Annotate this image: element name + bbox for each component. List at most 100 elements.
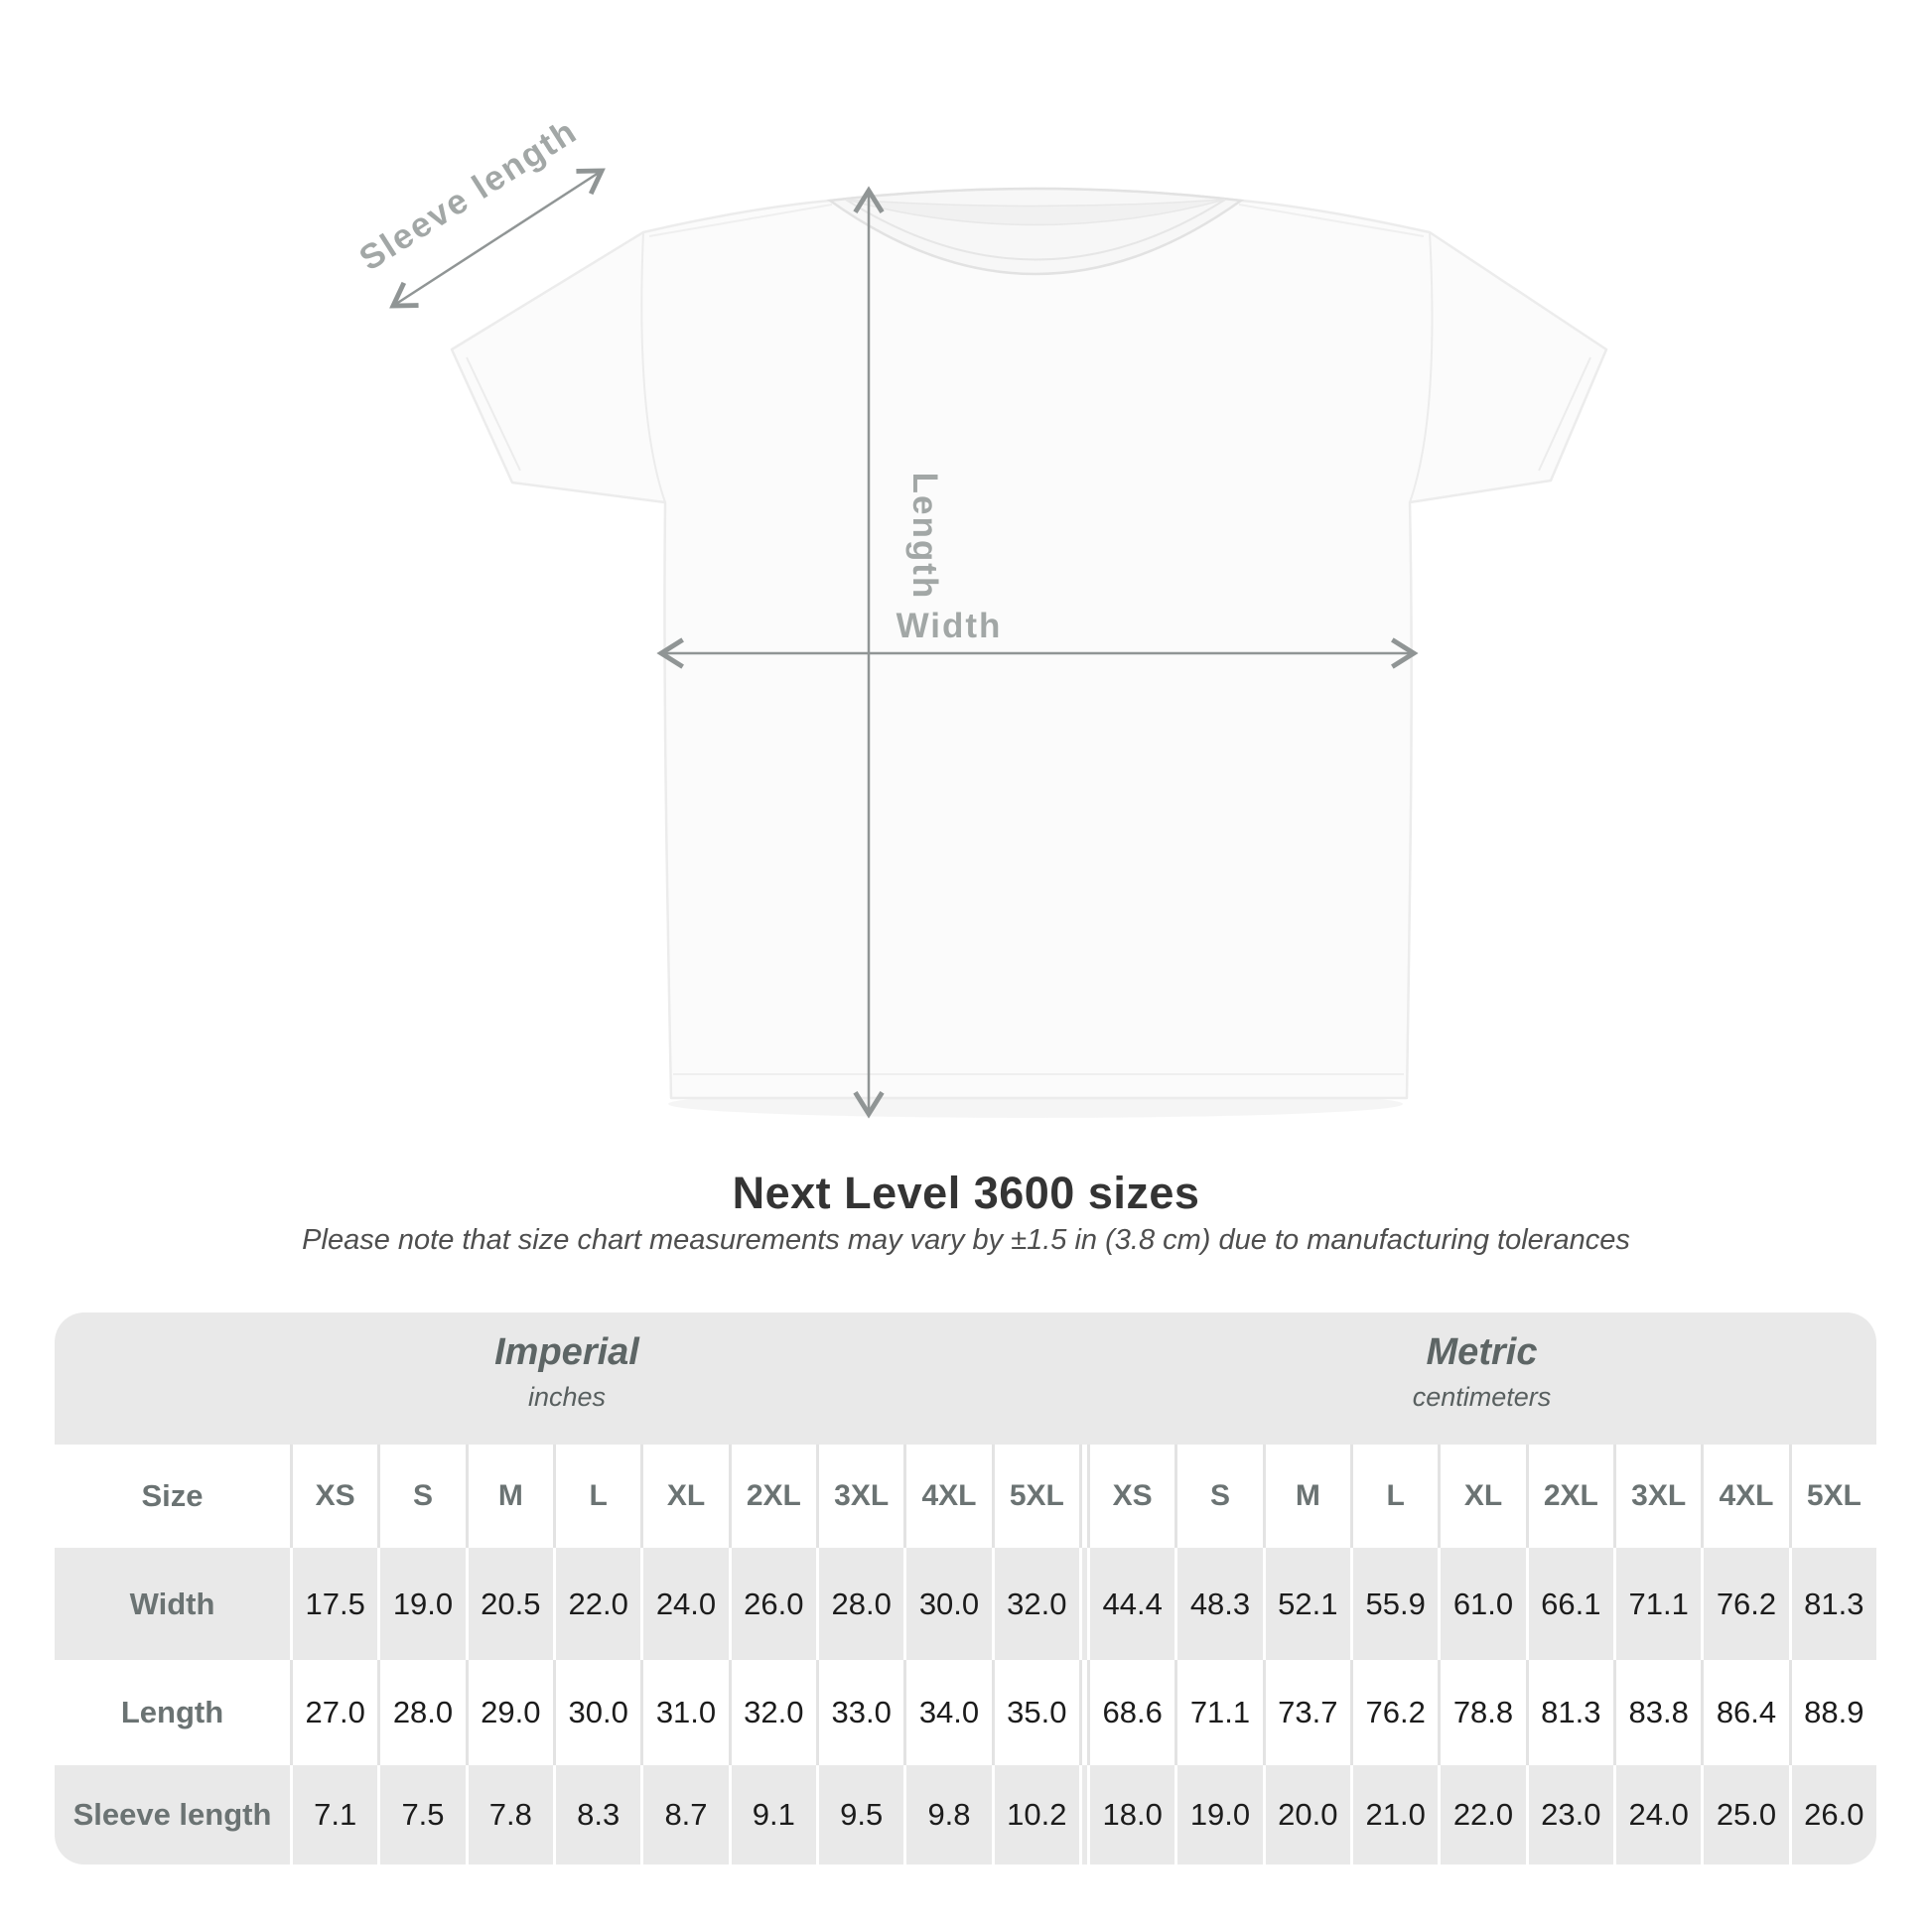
collar-back	[845, 199, 1226, 226]
sleeve-metric-xl: 22.0	[1438, 1765, 1525, 1864]
width-metric-3xl: 71.1	[1613, 1548, 1701, 1660]
length-imperial-m: 29.0	[465, 1660, 553, 1765]
metric-section-header: Metric centimeters	[1087, 1312, 1876, 1445]
width-imperial-l: 22.0	[553, 1548, 640, 1660]
sleeve-imperial-m: 7.8	[465, 1765, 553, 1864]
length-metric-s: 71.1	[1174, 1660, 1262, 1765]
sleeve-metric-s: 19.0	[1174, 1765, 1262, 1864]
length-row-label: Length	[120, 1695, 224, 1729]
width-imperial-xl: 24.0	[640, 1548, 728, 1660]
size-col-header-metric-m: M	[1262, 1445, 1350, 1548]
tshirt-diagram: Width Length Sleeve length	[352, 111, 1608, 1119]
sleeve-imperial-xl: 8.7	[640, 1765, 728, 1864]
unit-section-header: Imperial inches Metric centimeters	[55, 1312, 1876, 1445]
left-armhole-seam	[640, 231, 666, 503]
section-divider	[1079, 1765, 1087, 1864]
size-col-header-metric-xl: XL	[1438, 1445, 1525, 1548]
sleeve-imperial-xs: 7.1	[290, 1765, 377, 1864]
size-col-header-imperial-s: S	[377, 1445, 465, 1548]
size-col-header-imperial-4xl: 4XL	[903, 1445, 991, 1548]
width-metric-5xl: 81.3	[1788, 1548, 1876, 1660]
tolerance-note: Please note that size chart measurements…	[302, 1224, 1630, 1256]
sleeve-imperial-4xl: 9.8	[903, 1765, 991, 1864]
left-shoulder-seam	[648, 204, 833, 237]
sleeve-metric-2xl: 23.0	[1525, 1765, 1613, 1864]
length-imperial-2xl: 32.0	[728, 1660, 816, 1765]
width-imperial-2xl: 26.0	[728, 1548, 816, 1660]
imperial-section-title: Imperial	[494, 1330, 639, 1373]
sleeve-imperial-s: 7.5	[377, 1765, 465, 1864]
width-imperial-s: 19.0	[377, 1548, 465, 1660]
size-col-header-metric-3xl: 3XL	[1613, 1445, 1701, 1548]
length-row: Length 27.0 28.0 29.0 30.0 31.0 32.0 33.…	[55, 1660, 1876, 1765]
size-col-header-metric-s: S	[1174, 1445, 1262, 1548]
imperial-section-unit: inches	[527, 1381, 607, 1412]
size-col-header-imperial-xs: XS	[290, 1445, 377, 1548]
width-imperial-3xl: 28.0	[816, 1548, 903, 1660]
width-metric-2xl: 66.1	[1525, 1548, 1613, 1660]
sleeve-length-row-label: Sleeve length	[72, 1797, 272, 1832]
metric-section-unit: centimeters	[1412, 1381, 1552, 1412]
page-title: Next Level 3600 sizes	[732, 1168, 1200, 1218]
size-col-header-metric-2xl: 2XL	[1525, 1445, 1613, 1548]
width-metric-l: 55.9	[1350, 1548, 1438, 1660]
length-imperial-s: 28.0	[377, 1660, 465, 1765]
tshirt-body	[450, 187, 1608, 1100]
width-row: Width 17.5 19.0 20.5 22.0 24.0 26.0 28.0…	[55, 1548, 1876, 1660]
length-imperial-4xl: 34.0	[903, 1660, 991, 1765]
sleeve-metric-l: 21.0	[1350, 1765, 1438, 1864]
sleeve-imperial-2xl: 9.1	[728, 1765, 816, 1864]
length-imperial-xs: 27.0	[290, 1660, 377, 1765]
sleeve-imperial-l: 8.3	[553, 1765, 640, 1864]
size-col-header-imperial-5xl: 5XL	[991, 1445, 1079, 1548]
size-col-header-imperial-2xl: 2XL	[728, 1445, 816, 1548]
length-metric-3xl: 83.8	[1613, 1660, 1701, 1765]
size-col-header-imperial-3xl: 3XL	[816, 1445, 903, 1548]
right-shoulder-seam	[1238, 204, 1425, 237]
length-metric-m: 73.7	[1262, 1660, 1350, 1765]
length-metric-xs: 68.6	[1087, 1660, 1174, 1765]
size-row-label: Size	[141, 1478, 204, 1513]
size-header-row: Size XS S M L XL 2XL 3XL 4XL 5XL XS S M …	[55, 1445, 1876, 1548]
width-metric-m: 52.1	[1262, 1548, 1350, 1660]
sleeve-metric-4xl: 25.0	[1701, 1765, 1788, 1864]
sleeve-metric-5xl: 26.0	[1788, 1765, 1876, 1864]
size-col-header-metric-4xl: 4XL	[1701, 1445, 1788, 1548]
size-table: Imperial inches Metric centimeters Size …	[55, 1312, 1876, 1864]
length-metric-5xl: 88.9	[1788, 1660, 1876, 1765]
right-cuff-seam	[1538, 356, 1591, 472]
width-metric-s: 48.3	[1174, 1548, 1262, 1660]
sleeve-imperial-5xl: 10.2	[991, 1765, 1079, 1864]
imperial-section-header: Imperial inches	[55, 1312, 1079, 1445]
size-col-header-metric-5xl: 5XL	[1788, 1445, 1876, 1548]
sleeve-length-arrow-label: Sleeve length	[352, 111, 584, 278]
length-metric-2xl: 81.3	[1525, 1660, 1613, 1765]
width-metric-xl: 61.0	[1438, 1548, 1525, 1660]
length-metric-l: 76.2	[1350, 1660, 1438, 1765]
sleeve-metric-3xl: 24.0	[1613, 1765, 1701, 1864]
size-col-header-imperial-m: M	[465, 1445, 553, 1548]
section-divider	[1079, 1445, 1087, 1548]
width-metric-4xl: 76.2	[1701, 1548, 1788, 1660]
sleeve-metric-m: 20.0	[1262, 1765, 1350, 1864]
length-imperial-5xl: 35.0	[991, 1660, 1079, 1765]
width-imperial-4xl: 30.0	[903, 1548, 991, 1660]
section-divider	[1079, 1660, 1087, 1765]
size-col-header-metric-xs: XS	[1087, 1445, 1174, 1548]
length-metric-4xl: 86.4	[1701, 1660, 1788, 1765]
right-armhole-seam	[1409, 231, 1434, 503]
width-imperial-5xl: 32.0	[991, 1548, 1079, 1660]
width-imperial-xs: 17.5	[290, 1548, 377, 1660]
length-arrow-label: Length	[905, 473, 944, 601]
collar-band-seam	[845, 199, 1226, 261]
metric-section-title: Metric	[1426, 1330, 1538, 1373]
length-imperial-3xl: 33.0	[816, 1660, 903, 1765]
length-imperial-xl: 31.0	[640, 1660, 728, 1765]
width-arrow-label: Width	[897, 607, 1003, 645]
width-row-label: Width	[129, 1586, 215, 1621]
width-metric-xs: 44.4	[1087, 1548, 1174, 1660]
section-divider	[1079, 1548, 1087, 1660]
length-metric-xl: 78.8	[1438, 1660, 1525, 1765]
section-gap	[1079, 1312, 1087, 1445]
